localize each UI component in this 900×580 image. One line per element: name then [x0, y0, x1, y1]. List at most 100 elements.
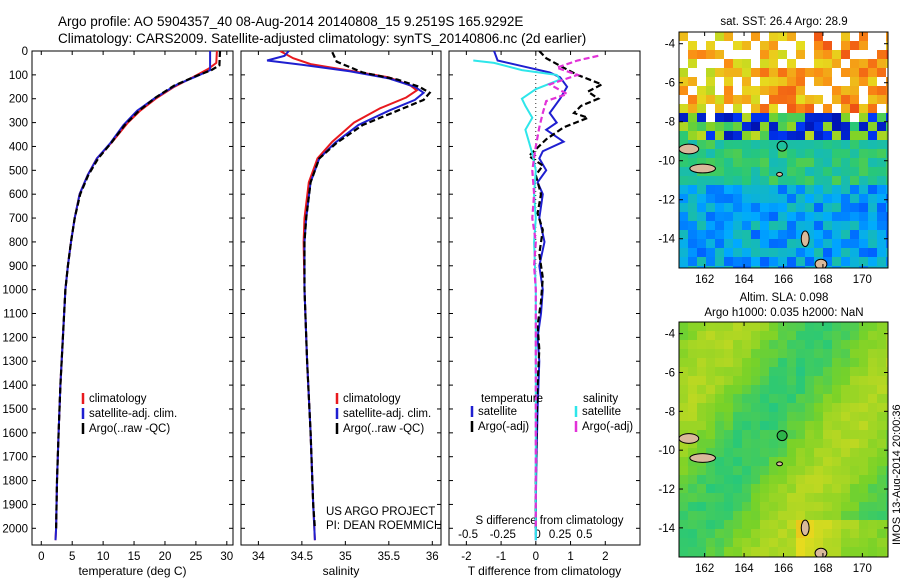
- map-cell: [697, 86, 707, 96]
- map-cell: [823, 68, 833, 78]
- map-cell: [886, 122, 888, 132]
- map-cell: [841, 59, 851, 69]
- map-cell: [832, 212, 842, 222]
- map-cell: [778, 185, 788, 195]
- map-cell: [742, 412, 752, 422]
- map-cell: [859, 421, 869, 431]
- y-tick-label: 1600: [2, 428, 28, 440]
- map-cell: [805, 394, 815, 404]
- map-cell: [841, 331, 851, 341]
- island-shape: [814, 547, 828, 557]
- map-cell: [841, 340, 851, 350]
- map-cell: [868, 403, 878, 413]
- map-cell: [868, 122, 878, 132]
- map-cell: [877, 230, 887, 240]
- map-cell: [841, 221, 851, 231]
- map-cell: [742, 212, 752, 222]
- map-cell: [805, 257, 815, 267]
- map-cell: [787, 32, 797, 42]
- map-cell: [715, 547, 725, 557]
- map-cell: [805, 176, 815, 186]
- map-cell: [715, 104, 725, 114]
- map-cell: [841, 439, 851, 449]
- map-cell: [796, 32, 806, 42]
- map-cell: [760, 457, 770, 467]
- map-cell: [859, 502, 869, 512]
- map-cell: [787, 403, 797, 413]
- map-cell: [823, 239, 833, 249]
- map-cell: [724, 230, 734, 240]
- map-cell: [868, 502, 878, 512]
- map-cell: [823, 520, 833, 530]
- map-cell: [715, 113, 725, 123]
- map-cell: [859, 529, 869, 539]
- map-cell: [697, 358, 707, 368]
- map-cell: [850, 104, 860, 114]
- map-cell: [886, 358, 888, 368]
- map-cell: [679, 421, 689, 431]
- y-tick-label: 600: [9, 189, 28, 201]
- map-cell: [742, 131, 752, 141]
- map-cell: [751, 439, 761, 449]
- map-cell: [868, 529, 878, 539]
- map-cell: [742, 430, 752, 440]
- map-cell: [877, 212, 887, 222]
- x-tick-label: 35: [339, 551, 352, 563]
- map-cell: [841, 113, 851, 123]
- map-cell: [805, 439, 815, 449]
- s-tick-label: 0.5: [576, 529, 592, 541]
- map-cell: [859, 113, 869, 123]
- map-cell: [760, 520, 770, 530]
- map-cell: [868, 511, 878, 521]
- map-cell: [715, 493, 725, 503]
- map-cell: [850, 149, 860, 159]
- map-cell: [814, 412, 824, 422]
- s-tick-label: -0.25: [490, 529, 516, 541]
- map-cell: [769, 511, 779, 521]
- map-cell: [841, 394, 851, 404]
- map-cell: [805, 520, 815, 530]
- map-cell: [877, 167, 887, 177]
- map-cell: [841, 77, 851, 87]
- map-cell: [742, 511, 752, 521]
- map-cell: [778, 457, 788, 467]
- map-cell: [832, 41, 842, 51]
- map-cell: [697, 77, 707, 87]
- y-tick-label: -8: [665, 117, 675, 129]
- map-cell: [679, 239, 689, 249]
- map-cell: [742, 113, 752, 123]
- map-cell: [877, 403, 887, 413]
- map-cell: [778, 493, 788, 503]
- map-cell: [886, 257, 888, 267]
- map-cell: [850, 430, 860, 440]
- map-cell: [742, 340, 752, 350]
- map-cell: [832, 167, 842, 177]
- map-cell: [832, 529, 842, 539]
- map-cell: [679, 457, 689, 467]
- map-cell: [850, 547, 860, 557]
- map-cell: [706, 158, 716, 168]
- map-cell: [886, 95, 888, 105]
- map-cell: [724, 68, 734, 78]
- map-cell: [823, 529, 833, 539]
- map-cell: [688, 239, 698, 249]
- map-cell: [688, 511, 698, 521]
- map-cell: [787, 340, 797, 350]
- map-cell: [697, 412, 707, 422]
- map-cell: [715, 349, 725, 359]
- map-cell: [769, 266, 779, 268]
- map-cell: [733, 248, 743, 258]
- map-cell: [814, 421, 824, 431]
- map-cell: [823, 176, 833, 186]
- map-cell: [769, 86, 779, 96]
- map-cell: [679, 340, 689, 350]
- map-cell: [751, 475, 761, 485]
- map-cell: [760, 131, 770, 141]
- map-cell: [697, 322, 707, 332]
- map-cell: [742, 421, 752, 431]
- map-cell: [787, 230, 797, 240]
- map-cell: [886, 376, 888, 386]
- map-cell: [823, 131, 833, 141]
- map-cell: [814, 385, 824, 395]
- map-cell: [679, 185, 689, 195]
